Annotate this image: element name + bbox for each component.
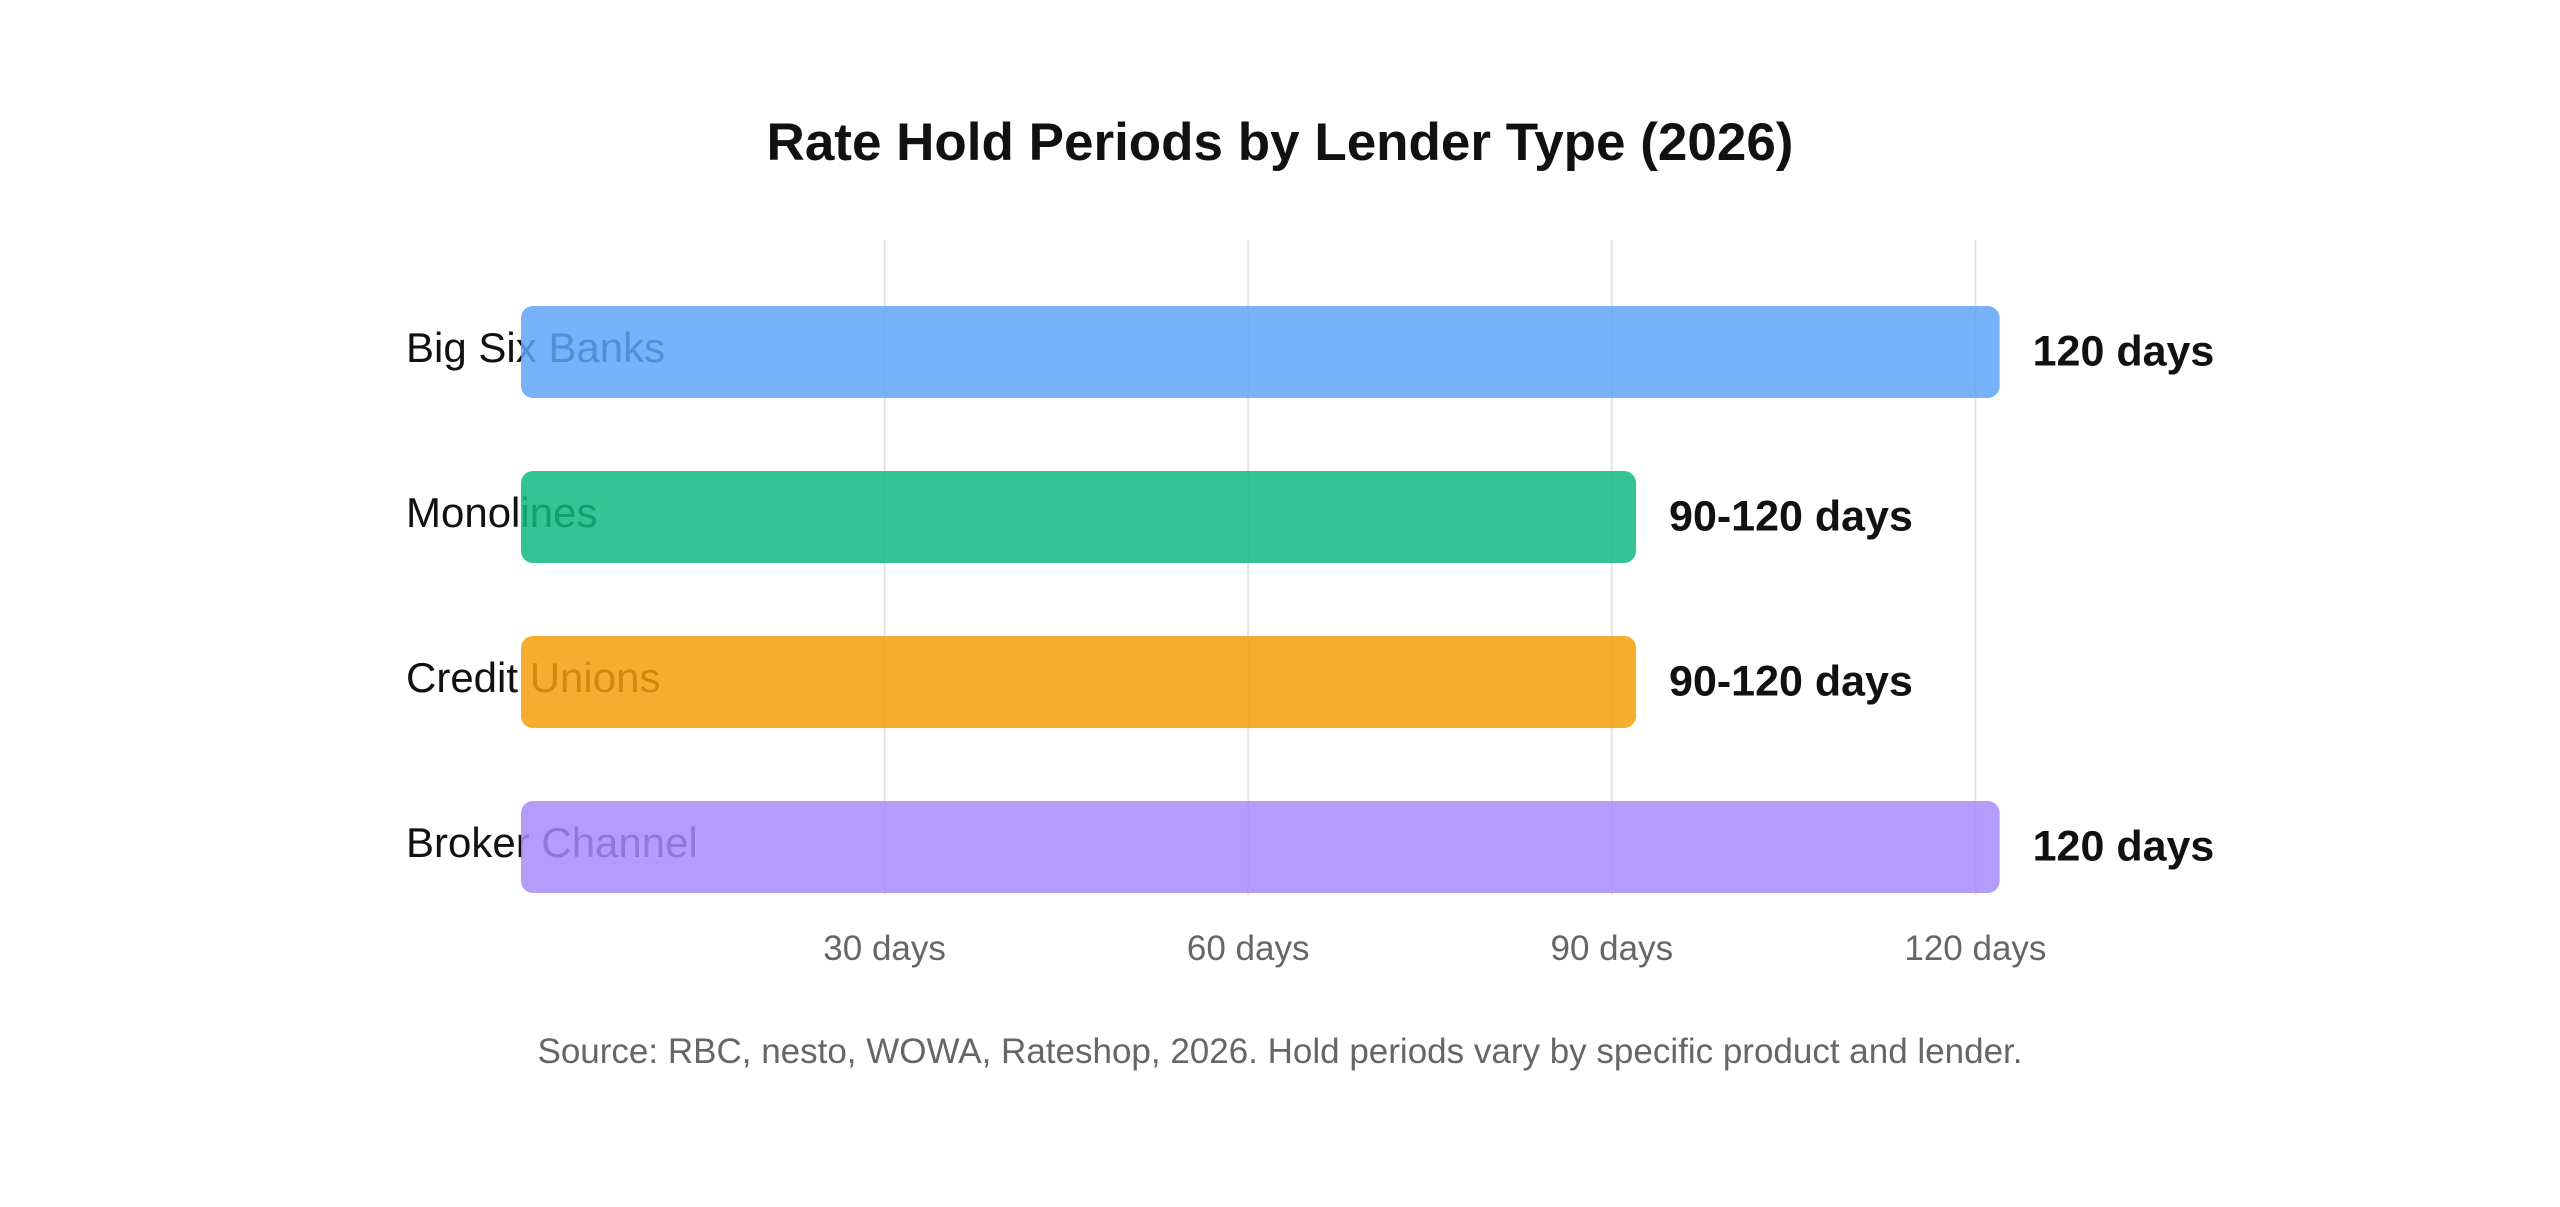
bar — [521, 801, 2000, 893]
chart-title: Rate Hold Periods by Lender Type (2026) — [766, 113, 1794, 172]
x-tick-label: 60 days — [1187, 929, 1310, 968]
bar — [521, 471, 1637, 563]
value-label: 120 days — [2033, 327, 2215, 375]
value-label: 90-120 days — [1669, 657, 1913, 705]
value-label: 90-120 days — [1669, 492, 1913, 540]
x-tick-label: 120 days — [1904, 929, 2046, 968]
value-label: 120 days — [2033, 822, 2215, 870]
bar — [521, 636, 1637, 728]
source-note: Source: RBC, nesto, WOWA, Rateshop, 2026… — [537, 1032, 2023, 1071]
x-tick-label: 30 days — [823, 929, 946, 968]
bar — [521, 306, 2000, 398]
x-tick-label: 90 days — [1551, 929, 1674, 968]
